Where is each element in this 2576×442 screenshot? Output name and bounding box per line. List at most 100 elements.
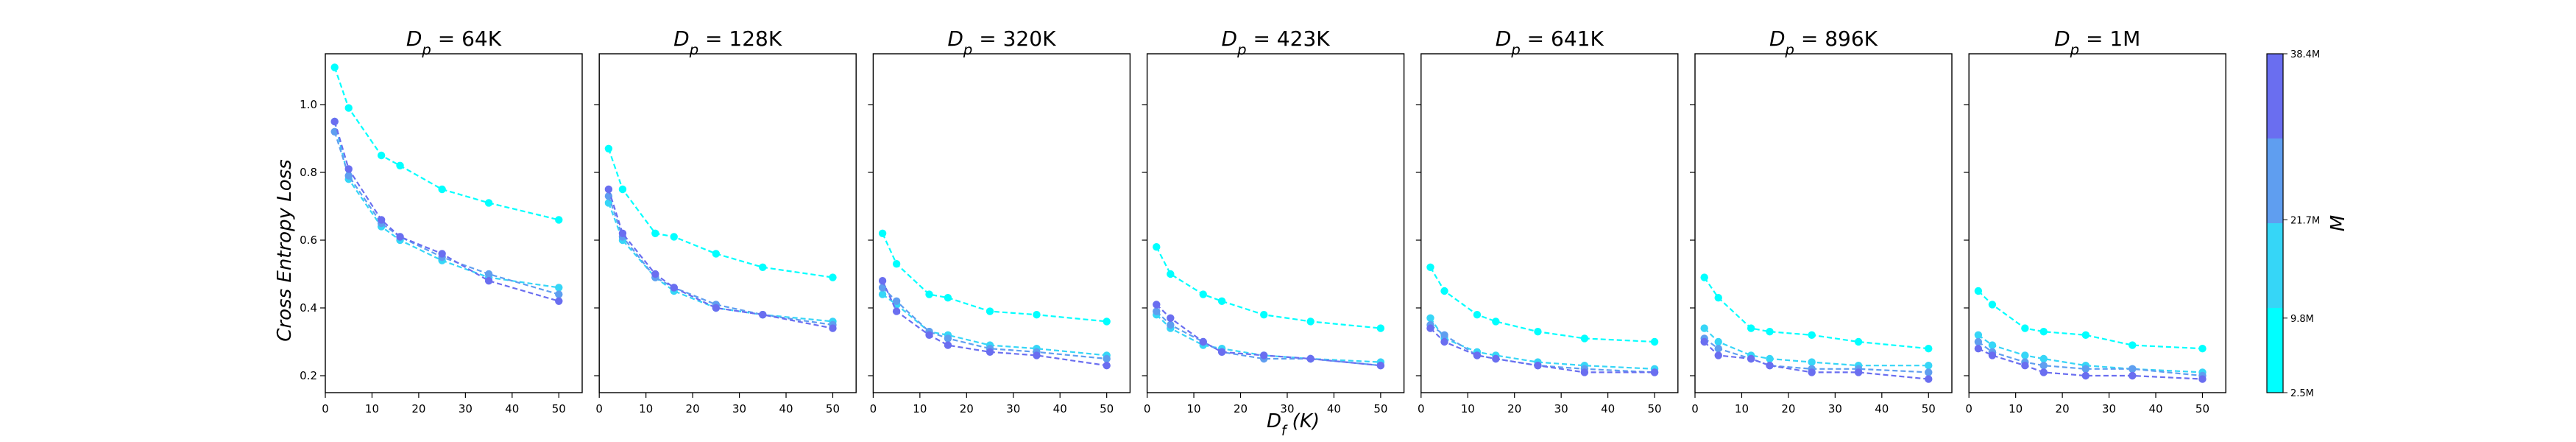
colorbar-segment xyxy=(2267,223,2283,308)
data-point xyxy=(396,161,404,169)
x-tick-label: 20 xyxy=(1507,402,1521,415)
data-point xyxy=(892,297,901,305)
data-point xyxy=(1714,351,1722,359)
data-point xyxy=(1426,314,1434,322)
data-point xyxy=(1988,351,1997,359)
subplot-4: Dp = 423K 0 10 20 30 40 50 xyxy=(1142,27,1405,415)
x-tick-label: 50 xyxy=(2195,402,2209,415)
data-point xyxy=(484,270,493,278)
data-point xyxy=(670,233,678,241)
data-point xyxy=(892,260,901,268)
data-point xyxy=(1988,341,1997,349)
series-line-1 xyxy=(882,233,1107,323)
shared-x-axis-label: Df (K) xyxy=(1267,410,1320,439)
subplot-title: Dp = 64K xyxy=(406,27,502,58)
subplot-1: Dp = 64K 0 10 20 30 40 50 0.2 0.4 0.6 0.8 1.0 xyxy=(300,27,583,415)
data-point xyxy=(1974,287,1983,295)
data-point xyxy=(2081,365,2090,373)
data-point xyxy=(1808,331,1816,339)
x-tick-label: 30 xyxy=(1554,402,1568,415)
colorbar-label: M xyxy=(2327,215,2349,231)
data-point xyxy=(604,192,613,200)
data-point xyxy=(555,297,563,305)
data-point xyxy=(604,185,613,194)
data-point xyxy=(712,250,721,258)
series-line-1 xyxy=(1156,246,1381,329)
data-point xyxy=(878,290,887,298)
data-point xyxy=(1747,354,1755,363)
series-line-4 xyxy=(1703,341,1929,380)
x-tick-label: 40 xyxy=(505,402,519,415)
data-point xyxy=(1473,351,1482,359)
x-tick-label: 40 xyxy=(1327,402,1341,415)
colorbar-tick-label: 21.7M xyxy=(2290,215,2320,226)
data-point xyxy=(1217,348,1226,356)
data-point xyxy=(618,229,627,237)
data-point xyxy=(1033,311,1041,319)
series-line-3 xyxy=(882,287,1107,360)
plot-frame xyxy=(598,53,857,393)
data-point xyxy=(759,263,767,271)
data-point xyxy=(2198,375,2207,383)
subplot-title: Dp = 128K xyxy=(673,27,782,58)
subplot-7: Dp = 1M 0 10 20 30 40 50 xyxy=(1964,27,2226,415)
data-point xyxy=(759,311,767,319)
data-point xyxy=(618,185,627,194)
data-point xyxy=(2129,371,2137,380)
data-point xyxy=(1376,324,1385,332)
series-line-4 xyxy=(1978,348,2203,380)
data-point xyxy=(878,229,887,237)
subplot-title: Dp = 896K xyxy=(1769,27,1878,58)
data-point xyxy=(1650,368,1659,376)
data-point xyxy=(1925,362,1933,370)
data-point xyxy=(712,304,721,312)
data-point xyxy=(829,273,837,281)
data-point xyxy=(1580,334,1589,343)
x-tick-label: 50 xyxy=(552,402,566,415)
data-point xyxy=(1260,311,1268,319)
data-point xyxy=(1700,337,1708,346)
data-point xyxy=(438,185,446,194)
x-tick-label: 20 xyxy=(960,402,974,415)
data-point xyxy=(986,307,994,315)
subplot-title: Dp = 320K xyxy=(947,27,1056,58)
data-point xyxy=(377,216,386,224)
data-point xyxy=(829,324,837,332)
data-point xyxy=(2081,371,2090,380)
x-tick-label: 40 xyxy=(1601,402,1615,415)
data-point xyxy=(555,290,563,298)
data-point xyxy=(604,199,613,207)
data-point xyxy=(925,290,933,298)
colorbar-frame xyxy=(2266,53,2284,393)
data-point xyxy=(344,172,353,180)
data-point xyxy=(1492,318,1500,326)
series-line-1 xyxy=(333,67,559,221)
x-tick-label: 20 xyxy=(686,402,700,415)
series-line-3 xyxy=(333,131,559,295)
y-tick-label: 1.0 xyxy=(300,98,317,111)
series-line-4 xyxy=(607,189,833,329)
x-tick-label: 0 xyxy=(1144,402,1151,415)
x-tick-label: 40 xyxy=(2148,402,2162,415)
series-line-2 xyxy=(1429,318,1655,370)
colorbar-segment xyxy=(2267,138,2283,223)
subplot-2: Dp = 128K 0 10 20 30 40 50 xyxy=(594,27,857,415)
x-tick-label: 0 xyxy=(1418,402,1425,415)
data-point xyxy=(1217,297,1226,305)
data-point xyxy=(555,216,563,224)
x-tick-label: 20 xyxy=(1781,402,1795,415)
x-tick-label: 10 xyxy=(365,402,379,415)
series-line-3 xyxy=(1704,337,1929,373)
x-tick-label: 40 xyxy=(1053,402,1067,415)
data-point xyxy=(944,294,952,302)
x-tick-label: 30 xyxy=(459,402,473,415)
data-point xyxy=(2021,362,2029,370)
x-tick-label: 10 xyxy=(1461,402,1475,415)
data-point xyxy=(878,277,887,285)
data-point xyxy=(1167,270,1175,278)
data-point xyxy=(377,151,386,160)
data-point xyxy=(1974,331,1983,339)
data-point xyxy=(1988,301,1997,309)
data-point xyxy=(2039,354,2048,363)
